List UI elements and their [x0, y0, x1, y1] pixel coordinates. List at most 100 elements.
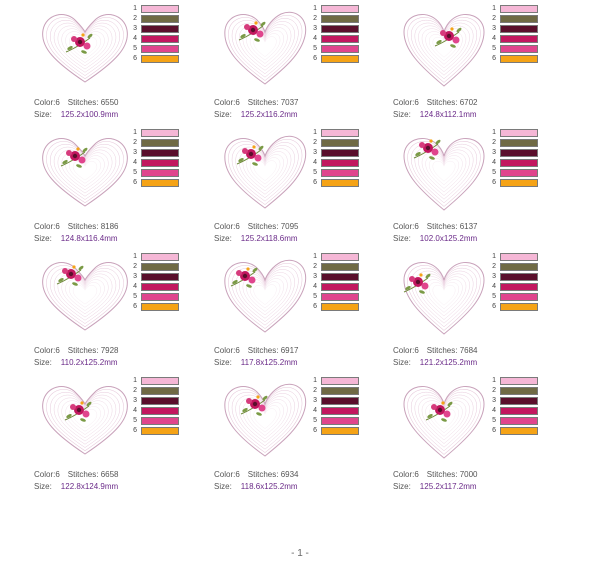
swatch-number: 3 — [313, 25, 317, 32]
stitches-label: Stitches: — [67, 470, 101, 479]
swatch-number: 5 — [492, 45, 496, 52]
swatch-number: 5 — [313, 169, 317, 176]
swatch-number: 5 — [492, 417, 496, 424]
color-swatch-row: 4 — [127, 406, 191, 416]
design-card: 1 2 3 4 5 6 Color:6 Stitches: 8186 Size: 124.8x11… — [33, 126, 213, 244]
color-swatch — [321, 397, 359, 405]
color-swatch — [500, 169, 538, 177]
color-swatch-row: 3 — [486, 396, 550, 406]
color-count-label: Color: — [214, 346, 236, 355]
swatch-number: 3 — [492, 397, 496, 404]
color-swatch — [321, 149, 359, 157]
color-swatch-row: 5 — [307, 44, 371, 54]
design-info: Color:6 Stitches: 7037 Size: 125.2x116.2mm — [214, 97, 299, 121]
color-swatch-row: 2 — [307, 138, 371, 148]
swatch-number: 2 — [492, 15, 496, 22]
swatch-number: 4 — [133, 159, 137, 166]
embroidery-heart-image — [42, 14, 128, 83]
swatch-number: 3 — [492, 25, 496, 32]
color-swatch-list: 1 2 3 4 5 6 — [307, 128, 371, 188]
stitches-value: 6137 — [459, 222, 478, 231]
color-count-value: 6 — [235, 98, 240, 107]
size-value: 125.2x100.9mm — [60, 110, 119, 119]
stitches-value: 7928 — [100, 346, 119, 355]
swatch-number: 6 — [313, 303, 317, 310]
swatch-number: 1 — [133, 5, 137, 12]
size-value: 122.8x124.9mm — [60, 482, 119, 491]
color-swatch — [500, 139, 538, 147]
swatch-number: 6 — [313, 179, 317, 186]
swatch-number: 1 — [313, 5, 317, 12]
stitches-value: 8186 — [100, 222, 119, 231]
swatch-number: 4 — [492, 159, 496, 166]
size-value: 125.2x116.2mm — [240, 110, 298, 119]
color-swatch — [141, 159, 179, 167]
color-count-value: 6 — [55, 222, 60, 231]
color-count-value: 6 — [414, 346, 419, 355]
stitches-label: Stitches: — [67, 346, 101, 355]
color-swatch — [321, 139, 359, 147]
color-swatch-row: 4 — [486, 282, 550, 292]
swatch-number: 2 — [492, 139, 496, 146]
embroidery-heart-image — [403, 386, 485, 459]
swatch-number: 6 — [492, 427, 496, 434]
color-swatch — [321, 25, 359, 33]
color-swatch — [321, 407, 359, 415]
size-label: Size: — [214, 110, 232, 119]
color-swatch-row: 3 — [127, 148, 191, 158]
color-swatch-row: 4 — [127, 282, 191, 292]
color-swatch-row: 2 — [307, 14, 371, 24]
swatch-number: 1 — [492, 253, 496, 260]
color-swatch-row: 3 — [307, 24, 371, 34]
stitches-value: 6917 — [280, 346, 299, 355]
color-swatch — [141, 55, 179, 63]
swatch-number: 2 — [492, 263, 496, 270]
swatch-number: 6 — [133, 427, 137, 434]
stitches-label: Stitches: — [247, 346, 281, 355]
color-swatch-row: 4 — [486, 34, 550, 44]
color-swatch-row: 5 — [486, 292, 550, 302]
embroidery-heart-image — [224, 11, 307, 85]
color-swatch-row: 1 — [127, 252, 191, 262]
swatch-number: 3 — [133, 273, 137, 280]
color-swatch-row: 3 — [307, 272, 371, 282]
color-count-label: Color: — [34, 222, 56, 231]
design-info: Color:6 Stitches: 8186 Size: 124.8x116.4mm — [34, 221, 119, 245]
color-swatch — [500, 159, 538, 167]
color-swatch — [500, 283, 538, 291]
design-info: Color:6 Stitches: 7684 Size: 121.2x125.2mm — [393, 345, 478, 369]
stitches-label: Stitches: — [67, 222, 101, 231]
color-count-label: Color: — [393, 98, 415, 107]
color-swatch — [500, 129, 538, 137]
swatch-number: 2 — [133, 15, 137, 22]
color-count-value: 6 — [414, 470, 419, 479]
swatch-number: 6 — [133, 179, 137, 186]
color-count-label: Color: — [34, 98, 56, 107]
design-card: 1 2 3 4 5 6 Color:6 Stitches: 7000 Size: 125.2x11… — [392, 374, 572, 492]
color-swatch — [321, 417, 359, 425]
size-label: Size: — [34, 358, 52, 367]
swatch-number: 5 — [133, 293, 137, 300]
design-card: 1 2 3 4 5 6 Color:6 Stitches: 7928 Size: 110.2x12… — [33, 250, 213, 368]
color-swatch-list: 1 2 3 4 5 6 — [307, 376, 371, 436]
color-swatch — [500, 45, 538, 53]
color-swatch — [141, 417, 179, 425]
swatch-number: 4 — [492, 407, 496, 414]
swatch-number: 4 — [313, 35, 317, 42]
color-swatch — [321, 45, 359, 53]
color-swatch-row: 6 — [127, 178, 191, 188]
color-swatch-row: 3 — [486, 272, 550, 282]
swatch-number: 2 — [133, 139, 137, 146]
embroidery-heart-image — [224, 259, 307, 333]
color-swatch — [321, 293, 359, 301]
swatch-number: 6 — [313, 55, 317, 62]
stitches-value: 7000 — [459, 470, 478, 479]
swatch-number: 1 — [313, 377, 317, 384]
color-swatch-list: 1 2 3 4 5 6 — [486, 376, 550, 436]
color-swatch-row: 2 — [486, 138, 550, 148]
embroidery-heart-image — [403, 14, 485, 87]
color-swatch-row: 6 — [127, 302, 191, 312]
color-count-label: Color: — [393, 222, 415, 231]
size-value: 118.6x125.2mm — [240, 482, 298, 491]
color-swatch — [500, 5, 538, 13]
